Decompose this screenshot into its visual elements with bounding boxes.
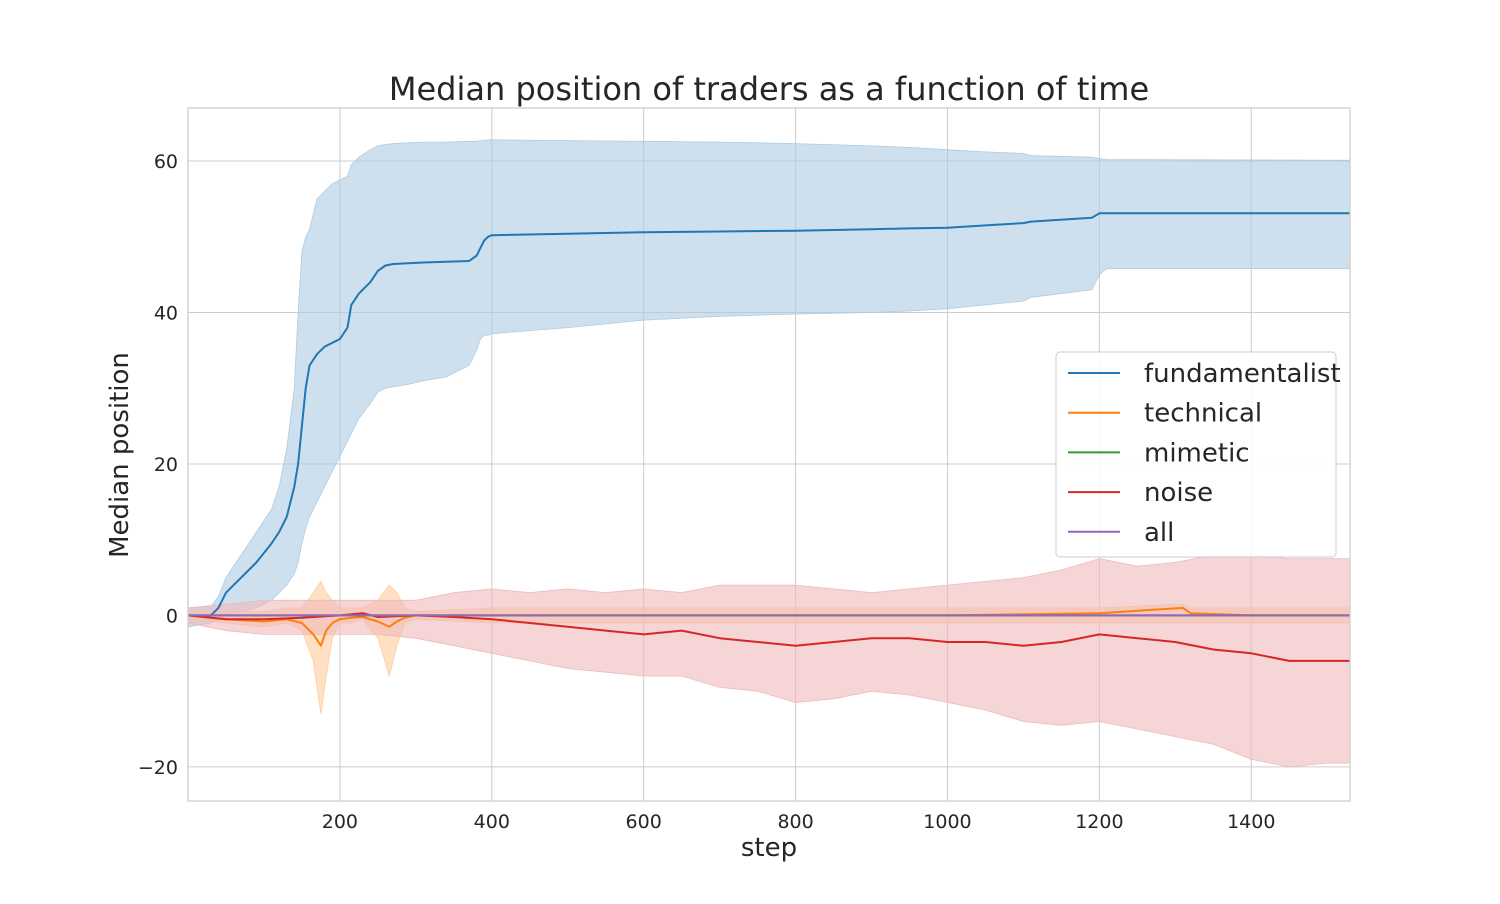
y-tick-label: 0 [166, 605, 178, 627]
y-tick-label: −20 [138, 757, 178, 779]
x-tick-label: 400 [474, 811, 510, 833]
x-tick-label: 1400 [1227, 811, 1275, 833]
y-axis-label: Median position [105, 352, 135, 558]
x-axis-label: step [741, 833, 797, 863]
legend: fundamentalist technical mimetic noise all [1055, 351, 1341, 558]
tick-labels: 200 400 600 800 1000 1200 1400 −20 0 20 40 60 [138, 151, 1276, 833]
legend-label-mimetic: mimetic [1144, 438, 1250, 468]
legend-box [1055, 351, 1337, 558]
fundamentalist-line [188, 212, 1350, 617]
y-tick-label: 20 [154, 454, 178, 476]
legend-label-fundamentalist: fundamentalist [1144, 359, 1341, 389]
legend-label-technical: technical [1144, 399, 1262, 429]
x-tick-label: 1000 [923, 811, 971, 833]
x-tick-label: 600 [626, 811, 662, 833]
plot-frame [187, 107, 1351, 802]
chart-title: Median position of traders as a function… [389, 70, 1149, 108]
technical-line [187, 606, 1350, 647]
x-tick-label: 1200 [1075, 811, 1123, 833]
x-tick-label: 200 [322, 811, 358, 833]
y-tick-label: 60 [154, 151, 178, 173]
series-lines [187, 212, 1350, 662]
y-tick-label: 40 [154, 302, 178, 324]
x-tick-label: 800 [777, 811, 813, 833]
legend-label-noise: noise [1144, 478, 1213, 508]
legend-label-all: all [1144, 518, 1174, 548]
